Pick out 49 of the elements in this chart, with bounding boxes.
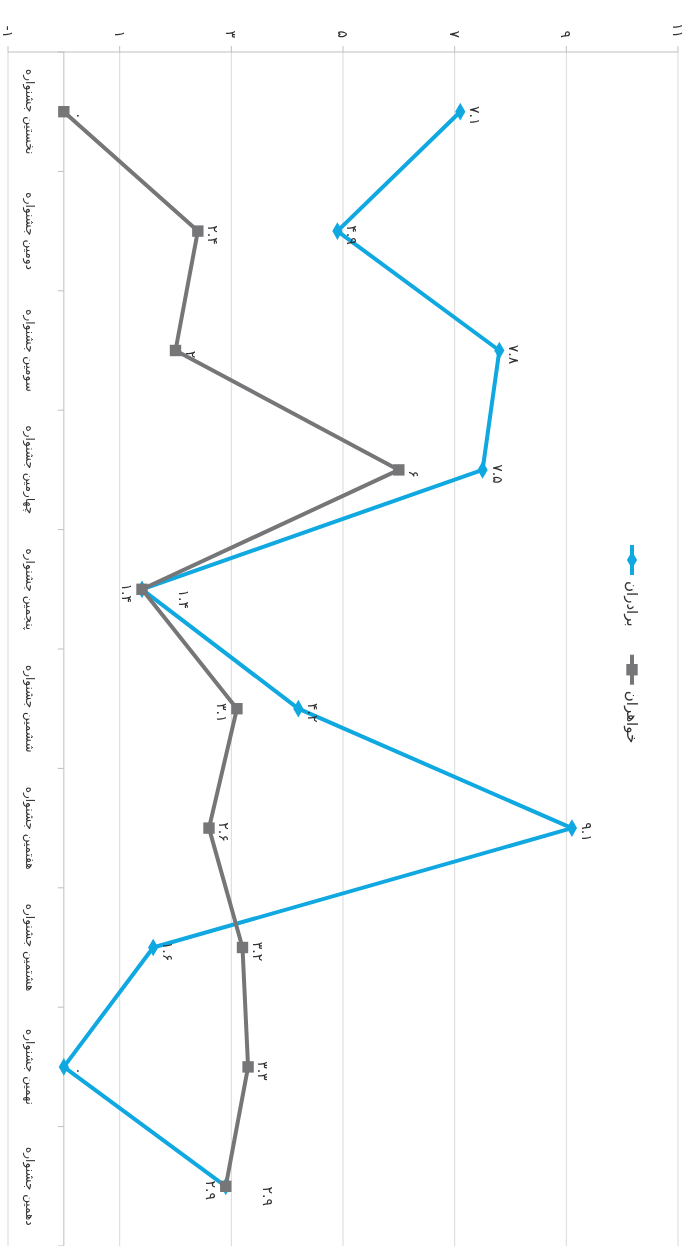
y-tick-label: چهارمین جشنواره	[22, 425, 37, 515]
data-label: ۱.۴	[176, 589, 192, 610]
data-label: ۹.۱	[578, 822, 595, 842]
data-label: ۷.۱	[467, 105, 484, 126]
x-tick-label: ۳	[223, 30, 240, 39]
data-label: ۳.۳	[255, 1061, 272, 1082]
data-label: ۲.۶	[216, 822, 232, 842]
data-label: ۳.۱	[213, 702, 230, 723]
legend-label: برادران	[623, 581, 641, 627]
x-tick-label: ۱۱	[670, 22, 686, 38]
data-label: ۶	[405, 470, 422, 478]
y-tick-label: نخستین جشنواره	[22, 69, 37, 155]
y-tick-label: سومین جشنواره	[22, 309, 37, 392]
x-tick-label: ۹	[558, 30, 575, 38]
data-label: ۳.۲	[249, 941, 266, 962]
point	[220, 1180, 232, 1192]
point	[236, 941, 249, 954]
data-label: ۰	[70, 111, 87, 120]
data-label: ۲.۹	[202, 1180, 219, 1201]
legend-label: خواهران	[623, 690, 641, 744]
y-tick-label: هشتمین جشنواره	[22, 903, 37, 992]
y-tick-label: دومین جشنواره	[22, 192, 37, 270]
point	[169, 344, 182, 357]
x-tick-label: -۱	[0, 25, 16, 38]
point	[231, 703, 243, 715]
data-label: ۲.۴	[204, 225, 221, 245]
data-label: ۴.۲	[305, 702, 322, 723]
point	[136, 583, 148, 595]
data-label: ۲	[182, 350, 199, 359]
point	[242, 1061, 254, 1073]
data-label: ۷.۸	[506, 344, 523, 365]
data-label: ۲.۹	[259, 1186, 276, 1207]
data-label: ۷.۵	[489, 464, 506, 484]
data-label: ۴.۹	[344, 225, 361, 245]
x-tick-label: ۵	[335, 30, 351, 38]
data-label: ۱.۶	[160, 941, 177, 962]
x-tick-label: ۱	[111, 30, 128, 38]
point	[58, 106, 70, 118]
y-tick-label: هفتمین جشنواره	[22, 786, 37, 870]
point	[192, 225, 204, 237]
y-tick-label: نهمین جشنواره	[22, 1029, 37, 1105]
y-tick-label: ششمین جشنواره	[22, 664, 37, 753]
data-label: ۱.۴	[119, 583, 135, 604]
point	[203, 822, 215, 834]
point	[393, 464, 405, 476]
data-label: ۰	[70, 1067, 87, 1075]
x-tick-label: ۷	[446, 30, 463, 39]
y-tick-label: پنجمین جشنواره	[22, 548, 37, 631]
y-tick-label: دهمین جشنواره	[22, 1147, 37, 1226]
